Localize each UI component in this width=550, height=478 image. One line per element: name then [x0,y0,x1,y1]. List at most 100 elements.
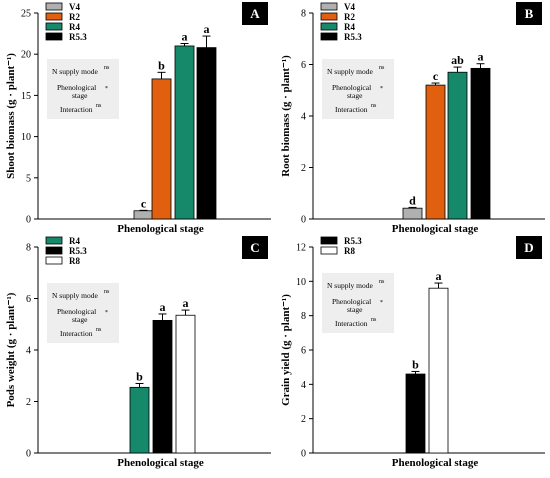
bar-R8 [428,287,449,454]
y-tick-label: 0 [301,449,306,460]
bar-R5.3 [405,373,426,454]
stats-box [47,283,119,343]
stat-interaction: Interaction [60,105,93,114]
x-axis-label: Phenological stage [117,457,204,469]
stat-n-supply: N supply mode [327,281,374,290]
legend-entry: R8 [344,246,355,256]
legend-swatch [45,246,63,255]
legend-entry: R5.3 [344,32,362,42]
x-axis-label: Phenological stage [392,223,479,235]
y-tick-label: 2 [301,414,306,425]
panel-D: 0 2 4 6 8 10 12 Grain yield (g · plant⁻¹) Phenol… [280,236,545,469]
legend-entry: R5.3 [69,246,87,256]
stat-phenological-sig: * [105,310,108,316]
y-tick-label: 12 [296,243,306,254]
legend-swatch [45,236,63,245]
stat-phenological-sig: * [380,300,383,306]
panel-C: 0 2 4 6 8 Pods weight (g · plant⁻¹) Phenologic… [5,236,271,469]
bar-R5.3 [470,67,491,220]
stat-n-supply-sig: ns [379,279,385,285]
legend-entry: V4 [344,2,355,12]
y-tick-label: 8 [301,9,306,20]
y-tick-label: 2 [26,397,31,408]
legend-swatch [320,2,338,11]
y-tick-label: 15 [21,91,31,102]
legend-entry: R2 [69,12,80,22]
panel-B: 0 2 4 6 8 Root biomass (g · plant⁻¹) Phenologi… [280,2,545,235]
stat-n-supply-sig: ns [104,289,110,295]
stats-box [322,273,394,333]
legend-entry: R4 [69,22,80,32]
panel-letter: C [250,240,259,255]
bar-V4 [402,207,423,220]
stat-phenological-stage: stage [72,91,88,100]
panel-letter-badge [242,236,268,259]
stat-interaction: Interaction [60,329,93,338]
legend-entry: R2 [344,12,355,22]
x-axis-label: Phenological stage [117,223,204,235]
panel-letter-badge [516,2,542,25]
significance-letter: d [409,193,416,207]
x-axis-label: Phenological stage [392,457,479,469]
y-tick-label: 4 [301,112,306,123]
stat-phenological: Phenological [57,83,96,92]
significance-letter: a [183,296,189,310]
stat-interaction-sig: ns [371,103,377,109]
significance-letter: a [204,22,210,36]
stat-phenological-stage: stage [72,315,88,324]
stat-phenological: Phenological [332,297,371,306]
stat-phenological-stage: stage [347,305,363,314]
stat-interaction-sig: ns [371,317,377,323]
bar-R8 [175,314,196,454]
significance-letter: ab [451,53,464,67]
significance-letter: c [141,196,147,210]
panel-letter: B [525,6,534,21]
legend-entry: V4 [69,2,80,12]
bar-R5.3 [196,47,217,220]
stat-interaction-sig: ns [96,103,102,109]
legend-entry: R4 [344,22,355,32]
y-tick-label: 0 [301,215,306,226]
legend-swatch [45,32,63,41]
legend-swatch [320,32,338,41]
significance-letter: b [158,58,165,72]
stat-interaction: Interaction [335,319,368,328]
y-axis-label: Grain yield (g · plant⁻¹) [280,294,292,406]
legend-swatch [45,256,63,265]
stats-box [322,59,394,119]
y-tick-label: 4 [26,346,31,357]
stat-phenological: Phenological [332,83,371,92]
y-axis-label: Shoot biomass (g · plant⁻¹) [5,53,17,179]
y-tick-label: 4 [301,380,306,391]
y-tick-label: 25 [21,9,31,20]
y-tick-label: 8 [26,243,31,254]
significance-letter: b [412,357,419,371]
y-axis-label: Root biomass (g · plant⁻¹) [280,55,292,177]
stat-phenological-sig: * [380,86,383,92]
bar-R4 [447,71,468,220]
stat-n-supply-sig: ns [104,65,110,71]
stat-n-supply-sig: ns [379,65,385,71]
bar-R4 [129,386,150,454]
legend-swatch [45,12,63,21]
legend-swatch [320,12,338,21]
bar-V4 [133,210,154,220]
stat-phenological: Phenological [57,307,96,316]
bar-R2 [425,84,446,220]
y-tick-label: 8 [301,311,306,322]
y-tick-label: 0 [26,215,31,226]
legend-entry: R5.3 [344,236,362,246]
panel-letter: D [524,240,533,255]
significance-letter: a [160,300,166,314]
bar-R4 [174,45,195,220]
stat-interaction: Interaction [335,105,368,114]
legend-entry: R5.3 [69,32,87,42]
y-tick-label: 10 [21,132,31,143]
stat-n-supply: N supply mode [327,67,374,76]
panel-letter-badge [242,2,268,25]
significance-letter: a [182,29,188,43]
y-tick-label: 6 [301,346,306,357]
y-tick-label: 2 [301,163,306,174]
y-tick-label: 6 [26,294,31,305]
